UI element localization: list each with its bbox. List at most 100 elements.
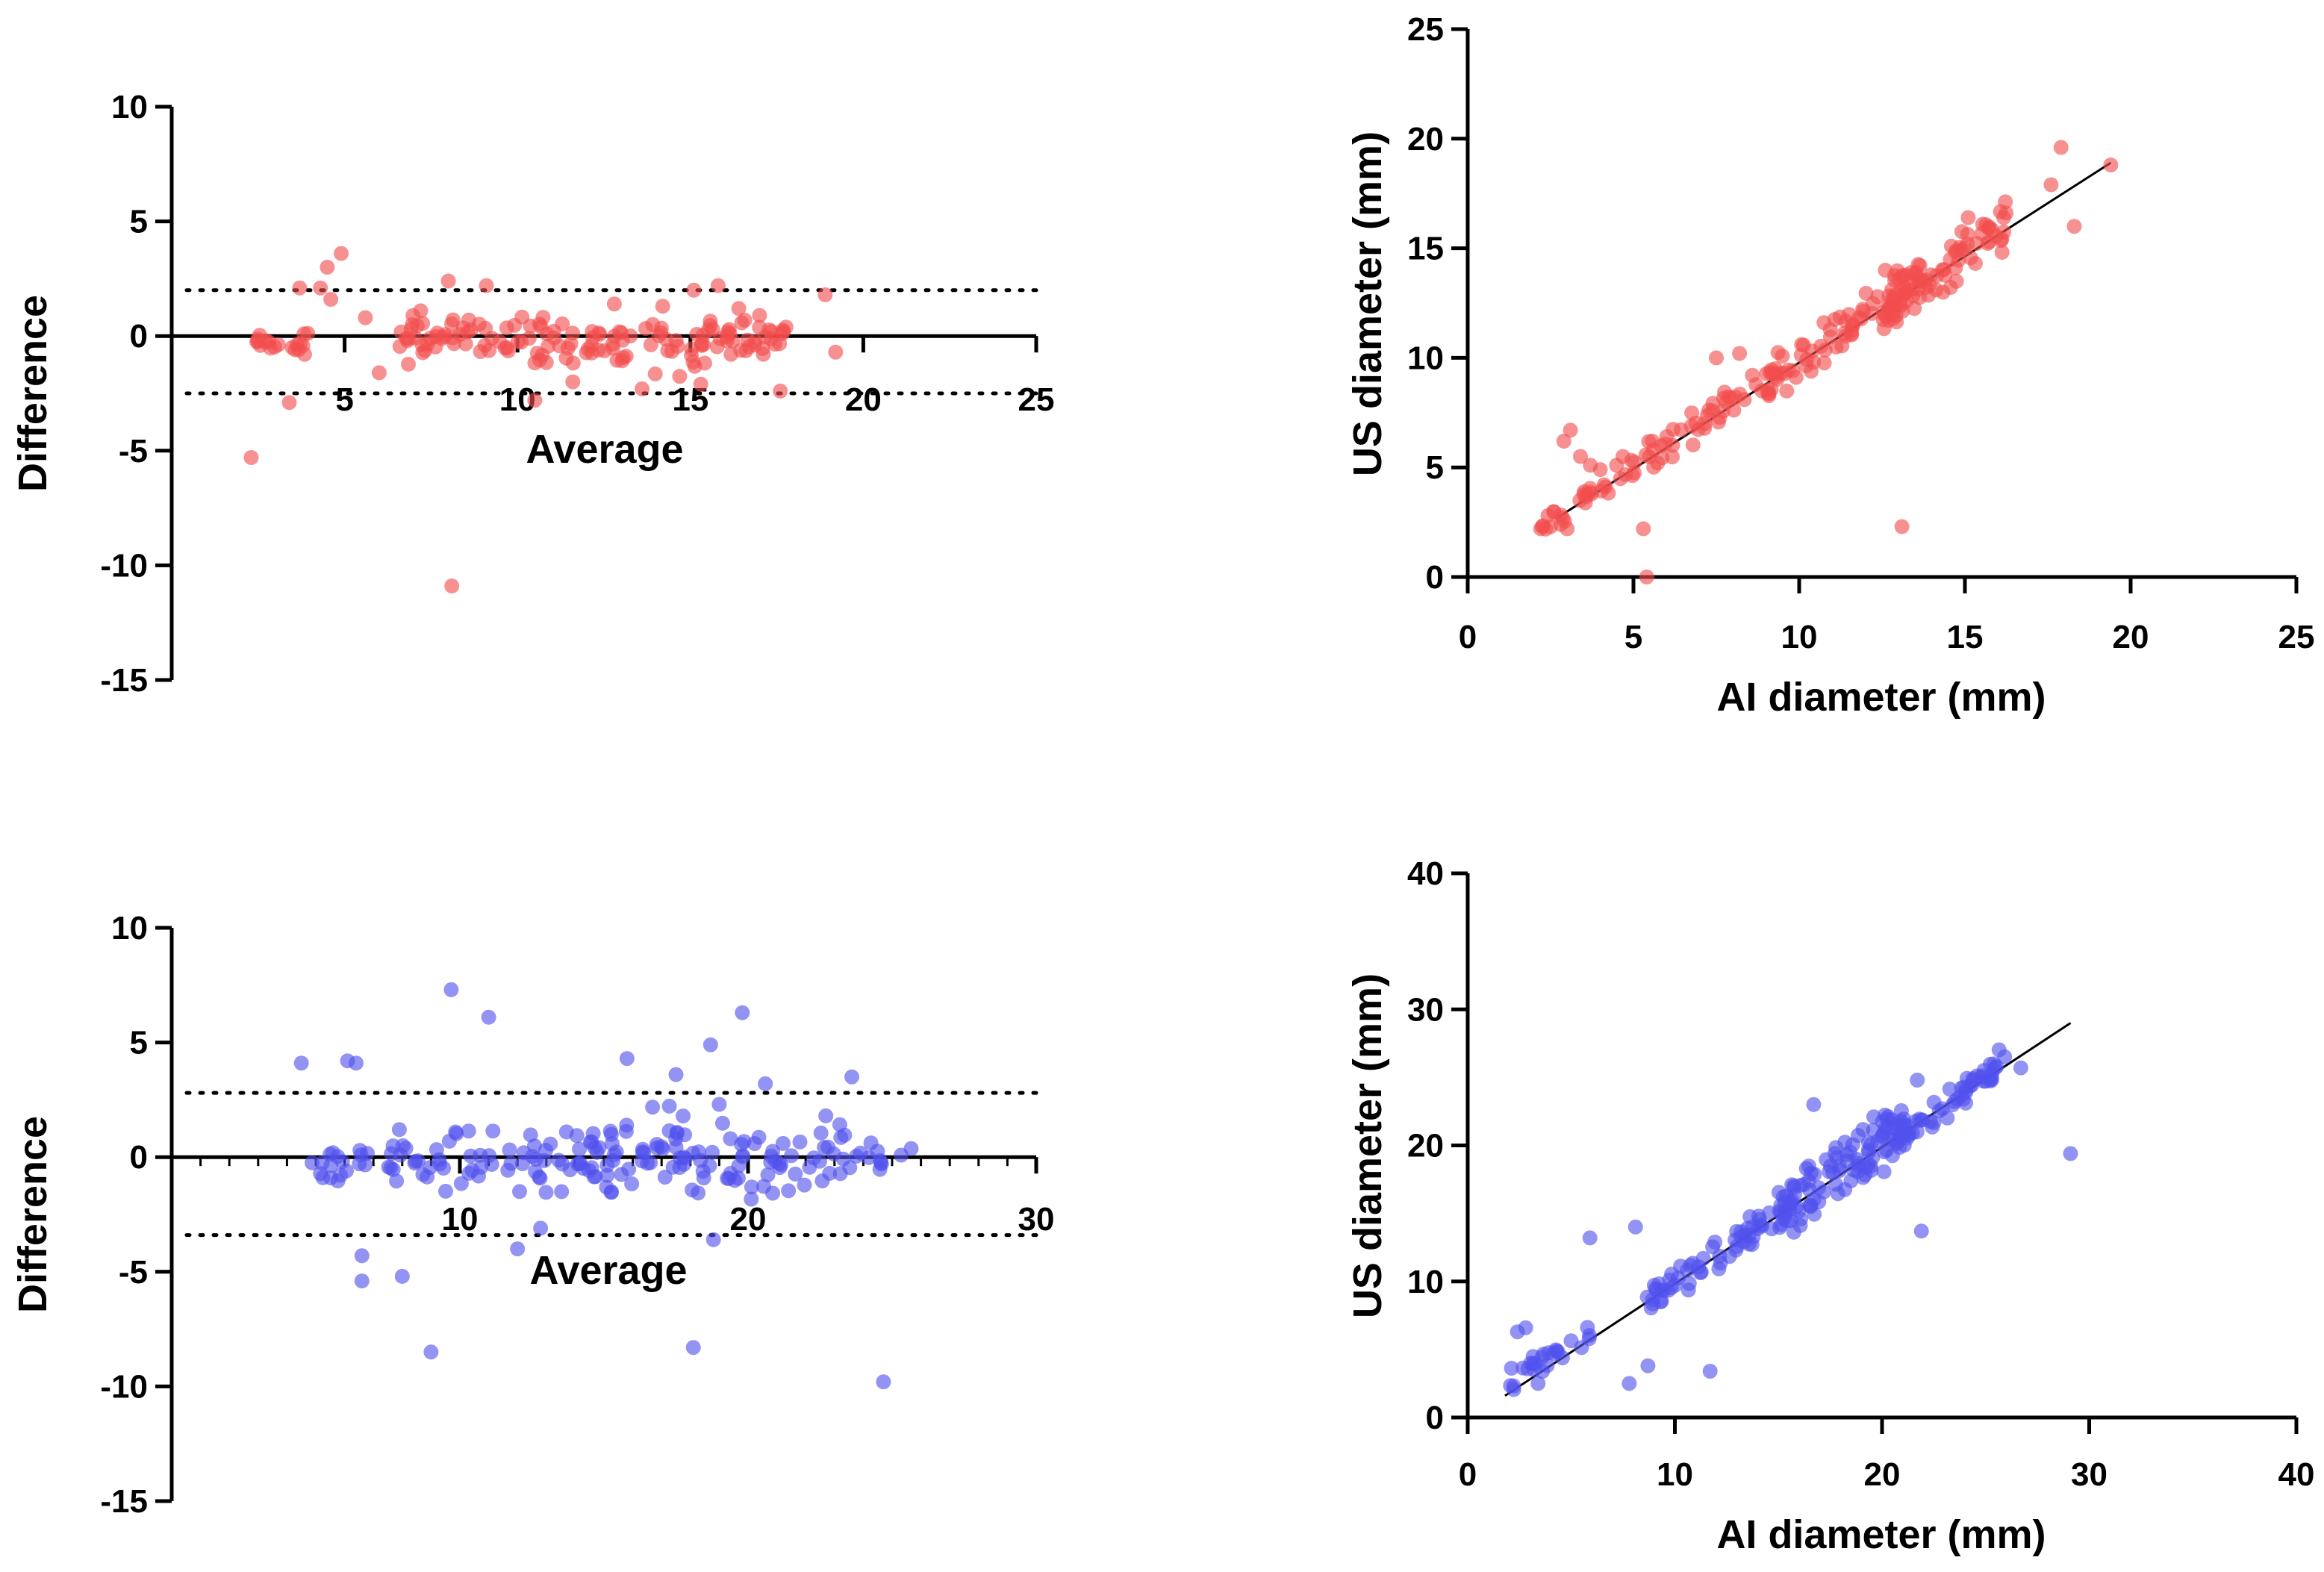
data-point: [837, 1127, 853, 1143]
data-point: [1693, 1264, 1709, 1280]
data-point: [1801, 1158, 1816, 1174]
data-point: [323, 292, 339, 307]
data-point: [1666, 422, 1681, 437]
y-tick-label: -5: [119, 1254, 148, 1291]
data-point: [635, 1144, 650, 1160]
data-point: [1968, 255, 1983, 271]
data-point: [1540, 508, 1556, 523]
data-point: [1667, 1277, 1683, 1293]
data-point: [760, 1167, 776, 1182]
data-point: [744, 1191, 759, 1207]
data-point: [293, 1055, 309, 1071]
data-point: [529, 346, 545, 361]
data-point: [1980, 236, 1996, 251]
y-tick-label: 15: [1407, 231, 1444, 267]
y-tick-label: 10: [111, 910, 148, 946]
data-point: [552, 338, 567, 354]
x-tick-label: 20: [845, 381, 882, 418]
data-point: [606, 296, 622, 312]
data-point: [1525, 1349, 1541, 1364]
y-tick-label: -10: [100, 1368, 148, 1405]
data-point: [1912, 290, 1928, 305]
data-point: [1947, 1094, 1963, 1109]
data-point: [723, 346, 739, 362]
data-point: [444, 578, 460, 593]
data-point: [1646, 1277, 1662, 1293]
data-point: [1627, 1219, 1643, 1235]
data-point: [719, 328, 735, 344]
data-point: [735, 1005, 750, 1020]
data-point: [1803, 1199, 1819, 1214]
data-point: [599, 1179, 614, 1195]
x-tick-label: 20: [730, 1201, 767, 1238]
data-point: [502, 1142, 517, 1158]
data-point: [1861, 1144, 1877, 1160]
data-point: [660, 343, 676, 358]
x-tick-label: 20: [1864, 1456, 1901, 1493]
y-tick-label: 0: [130, 318, 148, 355]
data-point: [565, 355, 581, 371]
data-point: [1711, 414, 1726, 430]
data-point: [1506, 1378, 1521, 1394]
x-tick-label: 0: [1459, 619, 1477, 655]
data-point: [1539, 1358, 1555, 1373]
data-point: [693, 376, 708, 392]
data-point: [710, 278, 726, 293]
data-point: [647, 366, 663, 381]
data-point: [703, 1037, 718, 1052]
data-point: [1741, 1227, 1757, 1243]
data-point: [1996, 224, 2012, 240]
x-tick-label: 10: [442, 1201, 479, 1238]
data-point: [621, 1161, 637, 1177]
data-point: [1688, 415, 1704, 431]
data-point: [428, 339, 443, 355]
data-point: [645, 1100, 661, 1115]
x-tick-label: 5: [1624, 619, 1642, 655]
data-point: [395, 1138, 411, 1153]
y-axis-title: US diameter (mm): [1345, 973, 1390, 1318]
data-point: [605, 337, 620, 352]
data-point: [1928, 282, 1944, 298]
data-point: [619, 1051, 635, 1067]
data-point: [1709, 350, 1724, 366]
data-point: [399, 333, 415, 349]
data-point: [813, 1125, 829, 1141]
data-point: [1884, 1148, 1900, 1164]
data-point: [292, 280, 308, 296]
y-tick-label: 5: [1426, 449, 1444, 486]
data-point: [781, 1183, 797, 1199]
data-point: [744, 1179, 759, 1195]
data-point: [423, 1344, 439, 1360]
data-point: [2053, 140, 2069, 155]
data-point: [736, 1134, 752, 1150]
data-point: [453, 1176, 469, 1191]
data-point: [532, 1169, 547, 1185]
data-point: [389, 1173, 405, 1189]
data-point: [448, 1124, 464, 1140]
data-point: [354, 1273, 370, 1289]
x-tick-label: 20: [2113, 619, 2149, 655]
data-point: [1884, 282, 1900, 297]
data-point: [1855, 1122, 1871, 1138]
data-point: [684, 341, 700, 357]
data-point: [438, 1183, 453, 1199]
data-point: [1957, 240, 1972, 256]
data-point: [668, 333, 684, 349]
data-point: [1816, 355, 1832, 371]
y-tick-label: 0: [1426, 1400, 1444, 1436]
data-point: [460, 324, 476, 340]
data-point: [293, 335, 308, 351]
data-point: [1806, 1097, 1822, 1112]
data-point: [844, 1069, 859, 1085]
data-point: [1665, 449, 1680, 465]
data-point: [473, 1159, 489, 1175]
data-point: [515, 1156, 530, 1171]
data-point: [861, 1150, 876, 1165]
data-point: [609, 352, 625, 368]
data-point: [401, 356, 416, 372]
data-point: [822, 1165, 838, 1181]
data-point: [638, 321, 653, 336]
data-point: [757, 329, 773, 345]
data-point: [788, 1166, 803, 1182]
